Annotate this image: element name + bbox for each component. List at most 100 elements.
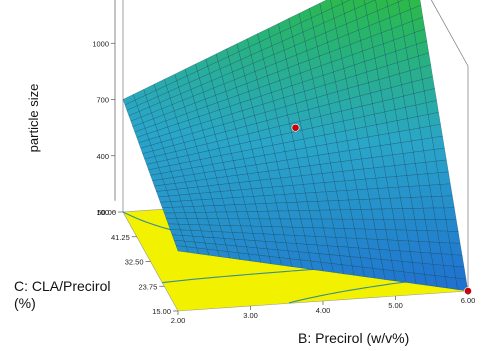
surface-cell xyxy=(270,177,283,188)
surface-cell xyxy=(334,180,348,192)
surface-cell xyxy=(298,210,312,220)
surface-cell xyxy=(238,218,252,227)
surface-cell xyxy=(174,212,188,219)
surface-cell xyxy=(431,136,445,150)
surface-cell xyxy=(402,152,416,165)
surface-cell xyxy=(412,208,426,220)
surface-cell xyxy=(365,178,379,190)
surface-cell xyxy=(327,200,341,211)
x-tick-label: 6.00 xyxy=(461,296,476,305)
surface-cell xyxy=(218,183,232,192)
surface-cell xyxy=(168,194,182,202)
surface-cell xyxy=(307,155,321,166)
surface-cell xyxy=(288,166,302,178)
surface-cell xyxy=(375,229,388,241)
x-tick-label: 5.00 xyxy=(388,301,403,310)
surface-cell xyxy=(228,182,242,191)
surface-cell xyxy=(371,156,385,169)
surface-cell xyxy=(274,151,288,162)
design-point-0 xyxy=(291,123,300,132)
surface-cell xyxy=(317,153,331,165)
surface-cell xyxy=(415,102,429,117)
surface-cell xyxy=(348,199,362,210)
surface-cell xyxy=(235,166,248,176)
surface-cell xyxy=(347,138,360,151)
surface-cell xyxy=(357,136,371,150)
surface-cell xyxy=(405,104,419,119)
surface-cell xyxy=(424,88,437,104)
surface-cell xyxy=(391,208,405,220)
z-tick-label: 1000 xyxy=(92,39,109,48)
surface-cell xyxy=(453,266,467,280)
surface-cell xyxy=(398,129,412,143)
surface-cell xyxy=(423,149,437,163)
surface-cell xyxy=(342,169,356,182)
z-tick-label: 700 xyxy=(96,96,109,105)
surface-cell xyxy=(268,169,281,180)
surface-cell xyxy=(186,218,200,225)
surface-cell xyxy=(413,90,427,106)
surface-cell xyxy=(216,176,230,185)
surface-cell xyxy=(359,147,373,160)
y-axis-title-line2: (%) xyxy=(14,295,36,311)
surface-cell xyxy=(417,114,431,129)
surface-cell xyxy=(428,112,441,127)
surface-cell xyxy=(386,120,400,134)
y-tick-label: 41.25 xyxy=(111,233,130,242)
surface-cell xyxy=(349,148,362,161)
surface-cell xyxy=(187,186,201,195)
surface-cell xyxy=(246,211,260,220)
surface-cell xyxy=(356,188,370,200)
surface-cell xyxy=(305,192,318,202)
surface-cell xyxy=(390,142,404,156)
surface-cell xyxy=(217,218,231,226)
surface-cell xyxy=(290,218,304,228)
surface-cell xyxy=(353,116,367,130)
surface-cell xyxy=(245,164,259,175)
surface-cell xyxy=(324,132,338,145)
surface-cell xyxy=(369,145,383,158)
z-axis-title: particle size xyxy=(26,83,41,153)
surface-cell xyxy=(160,201,173,208)
surface-cell xyxy=(334,130,348,143)
surface-cell xyxy=(443,207,457,220)
surface-cell xyxy=(336,190,349,201)
surface-cell xyxy=(433,147,447,162)
surface-cell xyxy=(191,199,204,207)
surface-cell xyxy=(362,219,376,230)
surface-cell xyxy=(340,209,353,220)
surface-cell xyxy=(292,184,306,194)
surface-cell xyxy=(189,193,203,201)
surface-cell xyxy=(451,254,465,268)
surface-cell xyxy=(295,147,309,159)
surface-cell xyxy=(336,140,350,153)
surface-cell xyxy=(354,178,368,190)
surface-cell xyxy=(195,212,208,219)
surface-cell xyxy=(445,219,459,232)
surface-cell xyxy=(419,125,433,140)
surface-cell xyxy=(380,144,393,157)
surface-cell xyxy=(383,219,397,231)
surface-cell xyxy=(203,205,217,213)
y-axis-title: C: CLA/Precirol (%) xyxy=(14,278,110,312)
surface-cell xyxy=(350,158,364,171)
surface-cell xyxy=(230,225,243,234)
surface-cell xyxy=(338,150,352,162)
surface-cell xyxy=(315,144,329,156)
surface-cell xyxy=(376,122,389,136)
surface-cell xyxy=(382,154,395,167)
y-tick-label: 32.50 xyxy=(125,258,144,267)
surface-cell xyxy=(406,174,420,187)
y-tick-label: 15.00 xyxy=(152,307,171,316)
surface-cell xyxy=(276,159,290,170)
surface-cell xyxy=(226,211,239,219)
surface-cell xyxy=(400,197,414,209)
surface-cell xyxy=(255,163,269,173)
surface-cell xyxy=(363,167,377,180)
surface-cell xyxy=(408,185,422,198)
surface-cell xyxy=(449,242,463,256)
surface-cell xyxy=(321,172,335,183)
surface-cell xyxy=(209,191,223,200)
surface-cell xyxy=(185,180,199,189)
surface-cell xyxy=(435,219,449,232)
